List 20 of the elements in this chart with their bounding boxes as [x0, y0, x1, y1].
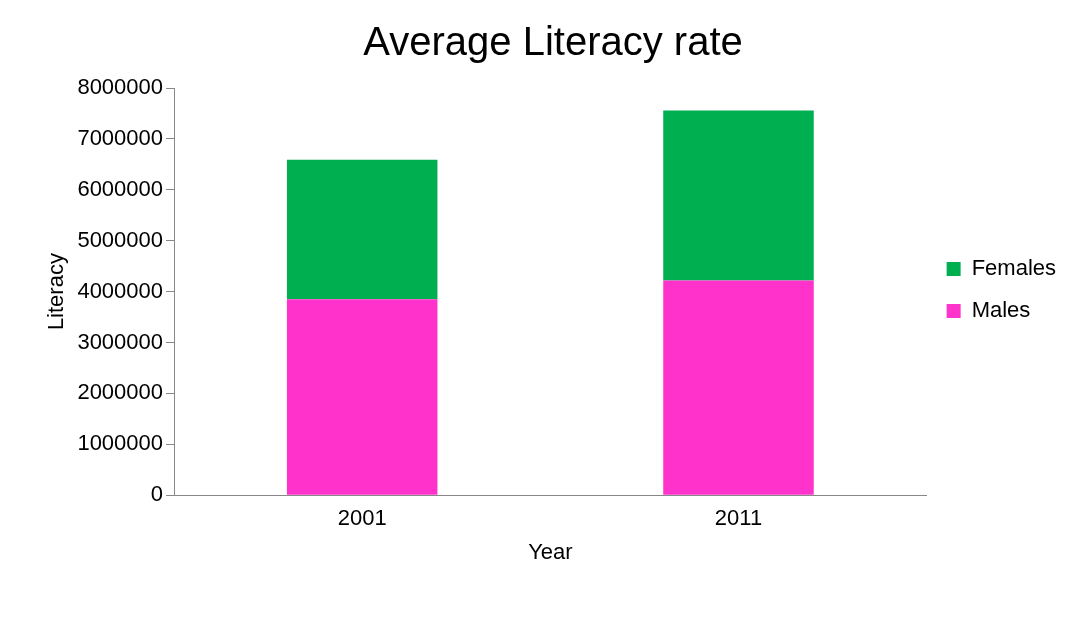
- bar: [286, 159, 438, 300]
- x-tick-label: 2011: [714, 505, 763, 531]
- y-tick-label: 1000000: [77, 430, 164, 456]
- y-tick-label: 8000000: [77, 74, 164, 100]
- x-axis-title: Year: [528, 538, 573, 564]
- y-tick-label: 4000000: [77, 277, 164, 303]
- y-tick-label: 0: [150, 481, 164, 507]
- legend-label: Females: [971, 255, 1056, 281]
- x-tick-label: 2001: [337, 505, 387, 531]
- legend-label: Males: [971, 297, 1031, 323]
- y-tick-label: 3000000: [77, 328, 164, 354]
- y-tick-label: 7000000: [77, 124, 164, 150]
- chart-title: Average Literacy rate: [363, 19, 743, 64]
- bar: [663, 110, 814, 281]
- bar: [286, 299, 438, 495]
- y-tick-label: 6000000: [77, 175, 164, 201]
- bar: [663, 280, 814, 495]
- y-tick-label: 2000000: [77, 379, 164, 405]
- y-tick-label: 5000000: [77, 226, 164, 252]
- y-axis-title: Literacy: [43, 253, 69, 331]
